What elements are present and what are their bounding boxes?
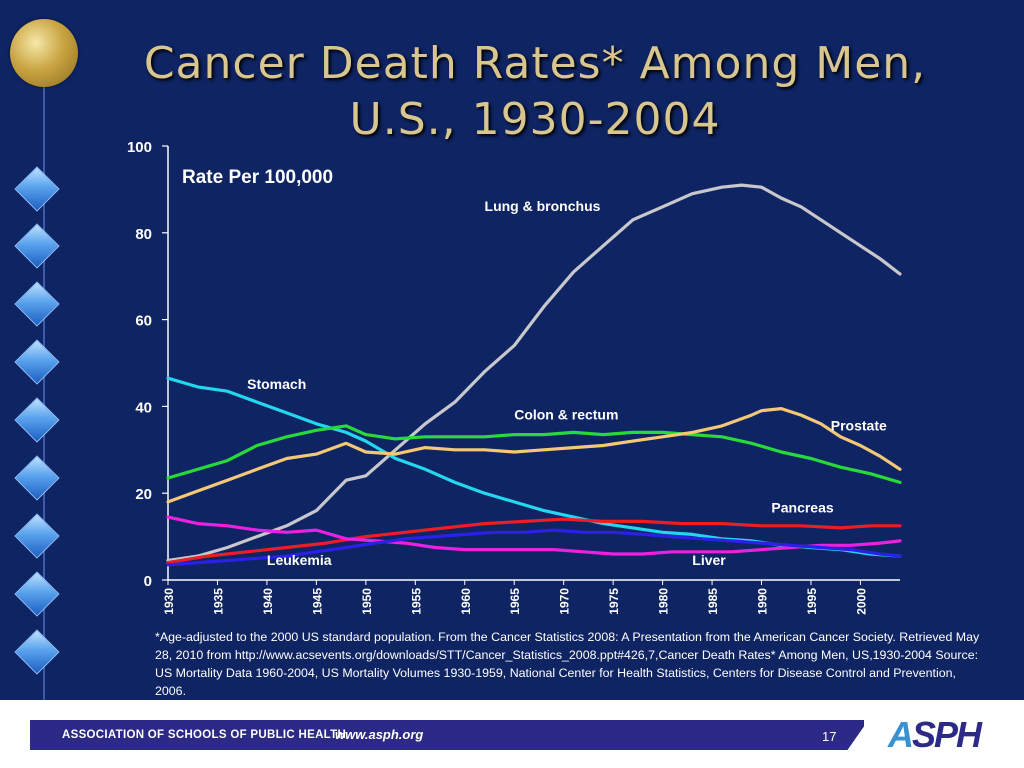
series-labels: Lung & bronchus Stomach Colon & rectum Pros… [247,198,887,568]
x-tick-label: 1980 [657,588,671,615]
series-line-prostate [166,407,902,504]
series-label: Liver [692,552,726,568]
series-label: Stomach [247,376,306,392]
asph-logo: ASPH [888,714,982,755]
x-tick-label: 1955 [409,588,423,615]
y-tick-label: 100 [127,139,152,156]
series-line-lung-bronchus [166,183,902,563]
footer-organization: ASSOCIATION OF SCHOOLS OF PUBLIC HEALTH [62,729,347,741]
footer-bar [30,720,864,750]
series-line-pancreas [166,517,902,565]
y-ticks: 0 20 40 60 80 100 [127,139,168,590]
y-tick-label: 20 [135,486,152,503]
slide-title-line-1: Cancer Death Rates* Among Men, [143,38,927,89]
y-tick-label: 0 [144,573,152,590]
x-tick-label: 1970 [558,588,572,615]
x-tick-label: 1945 [310,588,324,615]
x-ticks: 1930 1935 1940 1945 1950 1955 1960 1965 1970 1975… [162,580,868,615]
x-tick-label: 1940 [261,588,275,615]
y-tick-label: 40 [135,399,152,416]
series-line-leukemia [166,515,902,556]
x-tick-label: 1995 [805,588,819,615]
series-label: Leukemia [267,552,332,568]
decorative-rail [43,60,45,700]
footnote: *Age-adjusted to the 2000 US standard po… [155,630,980,698]
slide-title-line-2: U.S., 1930-2004 [349,94,721,145]
gold-sphere-ornament [10,19,78,87]
footer-url-link[interactable]: www.asph.org [335,727,424,742]
slide-title: Cancer Death Rates* Among Men, U.S., 193… [130,36,940,148]
x-tick-label: 1935 [211,588,225,615]
x-tick-label: 1965 [508,588,522,615]
series-label: Lung & bronchus [485,198,601,214]
y-tick-label: 60 [135,313,152,330]
page-number: 17 [822,729,837,744]
y-axis-label: Rate Per 100,000 [182,167,333,188]
x-tick-label: 1990 [756,588,770,615]
series-label: Pancreas [771,500,833,516]
series-lines [166,183,902,567]
series-label: Colon & rectum [514,406,618,422]
x-tick-label: 1960 [459,588,473,615]
x-tick-label: 1950 [360,588,374,615]
slide-background [0,0,1024,700]
x-tick-label: 1985 [706,588,720,615]
x-tick-label: 2000 [854,588,868,615]
series-line-colon-rectum [166,424,902,484]
y-tick-label: 80 [135,226,152,243]
x-tick-label: 1975 [607,588,621,615]
series-line-liver [166,528,902,567]
x-tick-label: 1930 [162,588,176,615]
series-label: Prostate [831,417,887,433]
